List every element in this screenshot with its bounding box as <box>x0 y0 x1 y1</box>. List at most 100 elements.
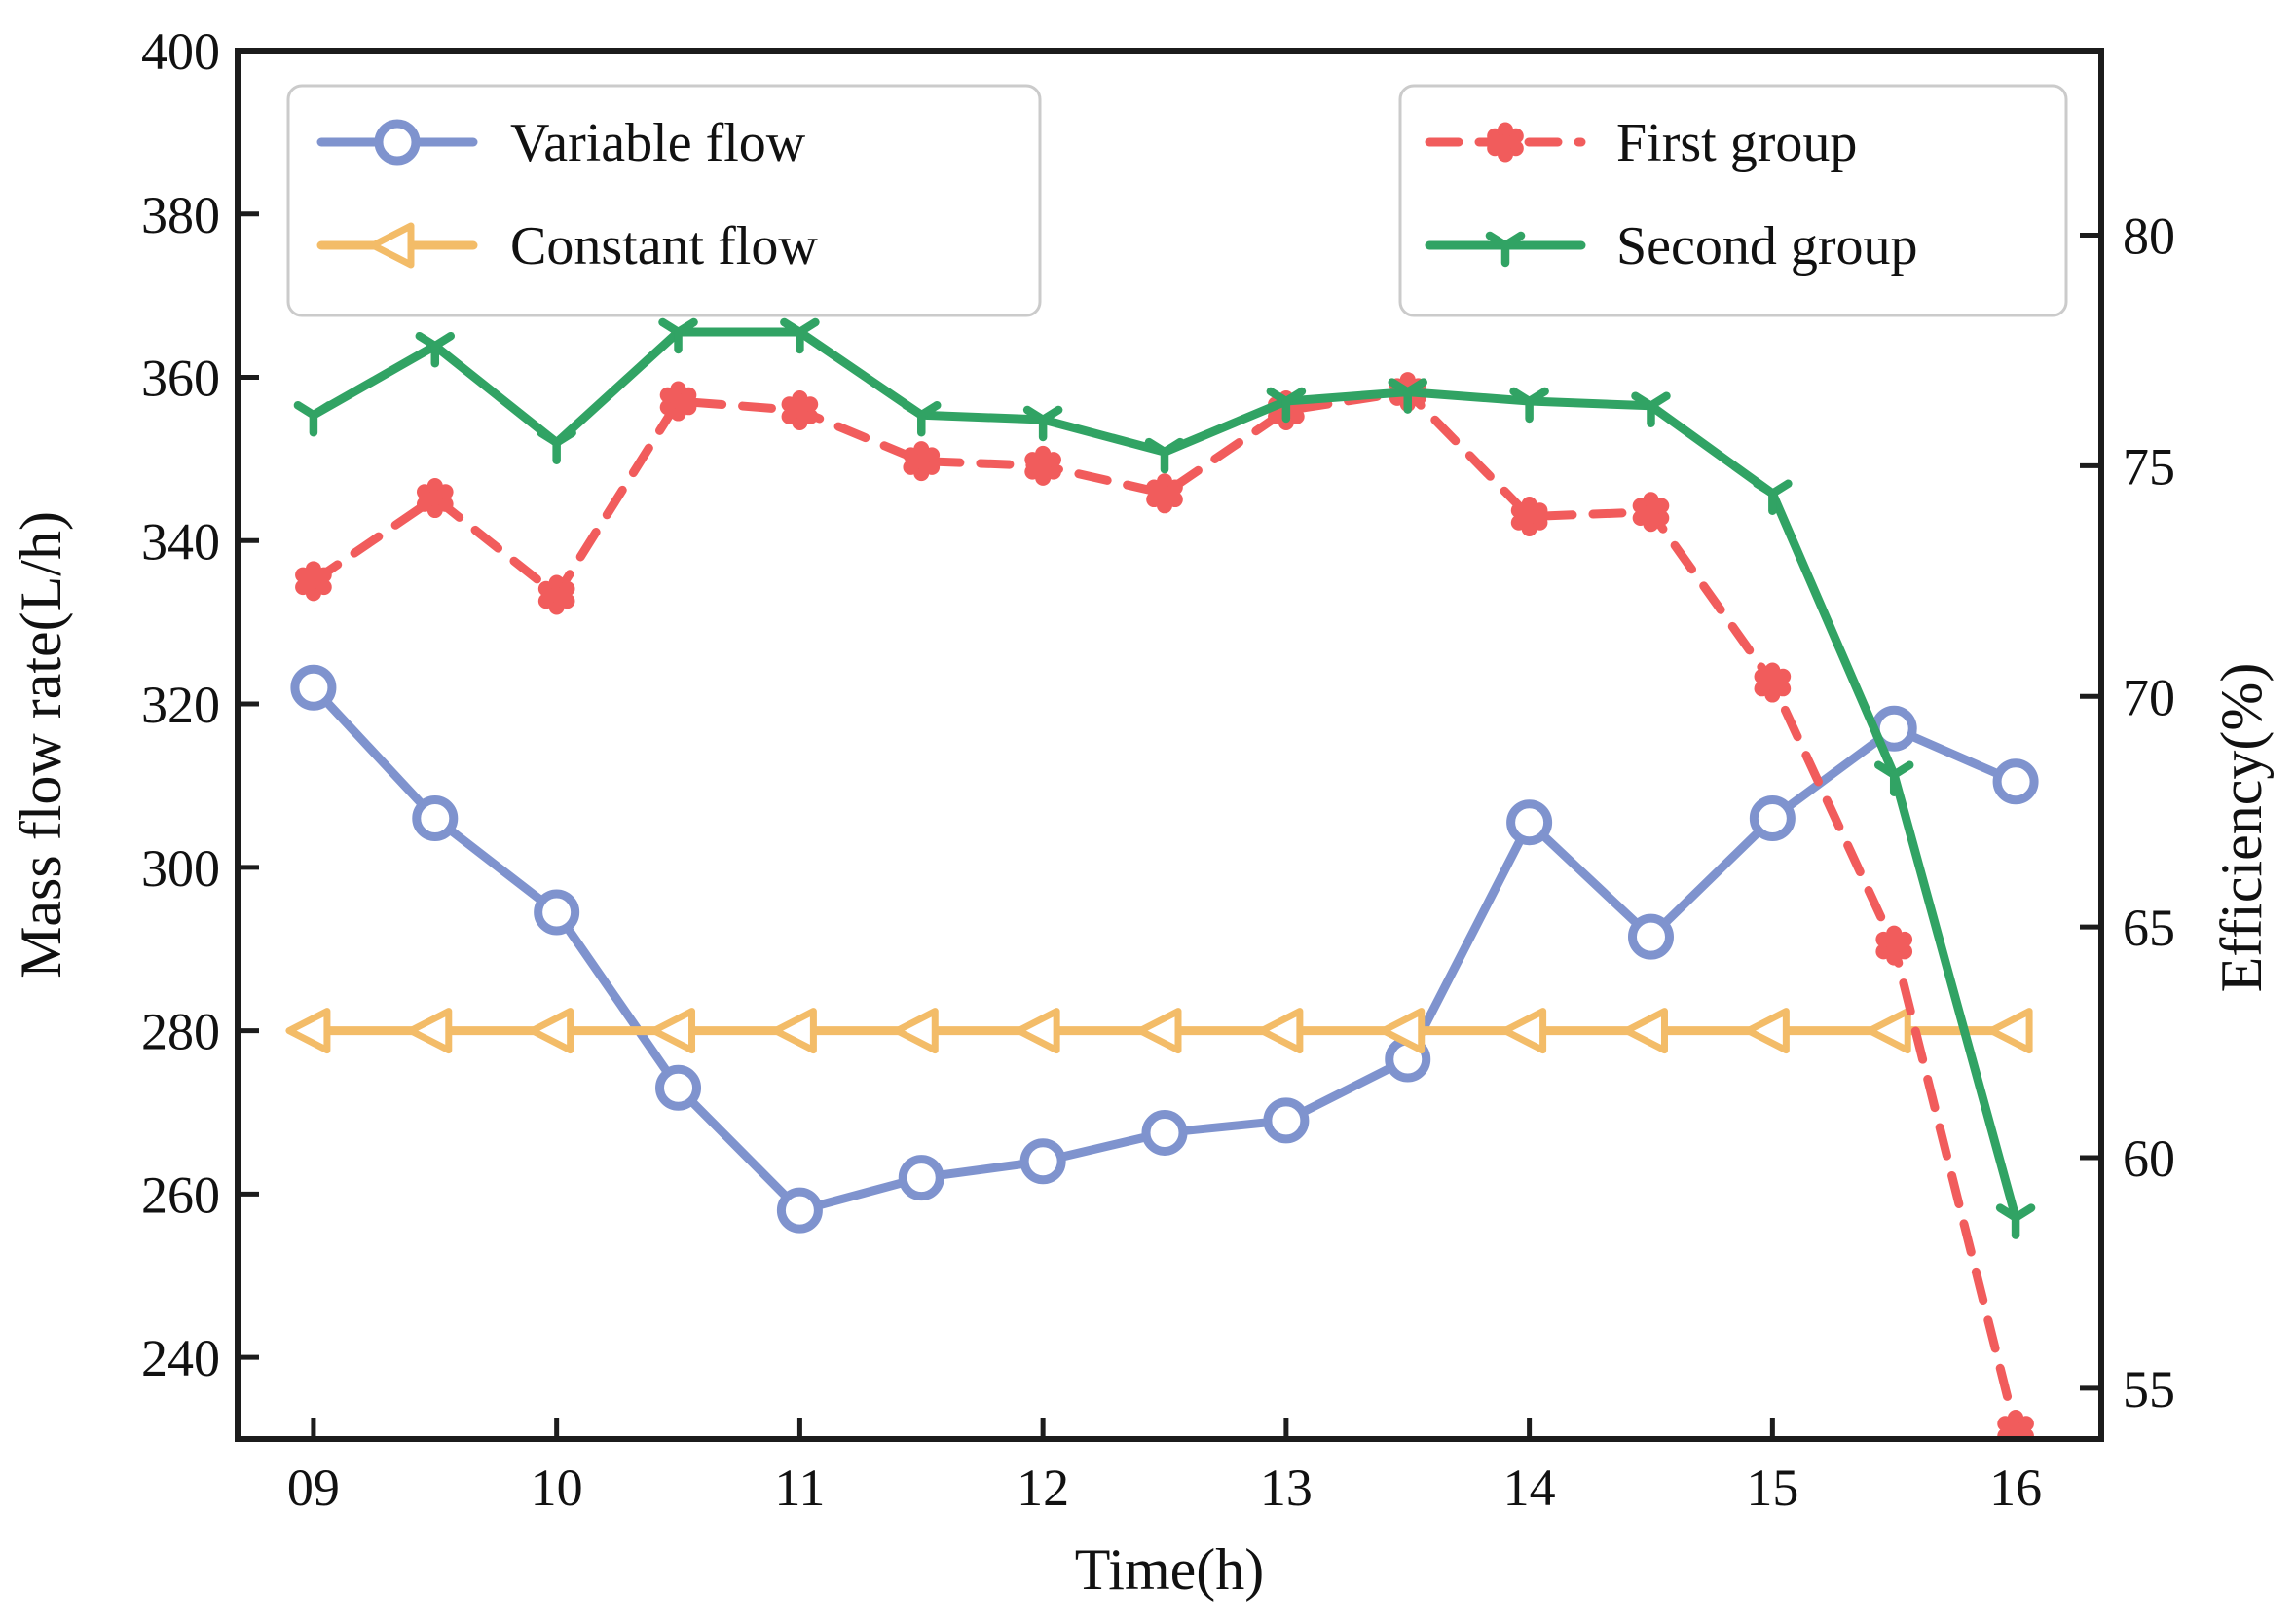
triangle-left-marker <box>1015 1008 1060 1054</box>
data-point-marker <box>1263 1097 1310 1144</box>
triangle-left-marker <box>893 1008 939 1054</box>
triangle-left-marker <box>1987 1008 2033 1054</box>
circle-marker <box>776 1187 823 1234</box>
circle-marker <box>1627 913 1674 960</box>
data-point-marker <box>898 1155 944 1201</box>
circle-marker <box>1019 1138 1066 1185</box>
data-point-marker <box>293 401 334 437</box>
left-tick-label: 400 <box>141 22 220 81</box>
data-point-marker <box>295 561 332 602</box>
left-tick-label: 380 <box>141 186 220 244</box>
data-point-marker <box>1995 1203 2036 1239</box>
data-point-marker <box>1144 437 1185 474</box>
circle-marker <box>1749 794 1796 841</box>
data-point-marker <box>1987 1008 2033 1054</box>
data-point-marker <box>537 574 575 615</box>
flower-center <box>1035 458 1052 474</box>
data-point-marker <box>1136 1008 1182 1054</box>
data-point-marker <box>1622 1008 1668 1054</box>
data-point-marker <box>1380 1008 1426 1054</box>
triangle-left-marker <box>650 1008 696 1054</box>
flower-center <box>1643 503 1659 520</box>
data-point-marker <box>1866 1008 1911 1054</box>
series-variable-flow <box>290 664 2039 1234</box>
flower-center <box>913 453 930 469</box>
right-tick-label: 80 <box>2123 207 2175 266</box>
right-tick-label: 70 <box>2123 668 2175 726</box>
legend-label: Constant flow <box>510 216 818 277</box>
legend-label: Second group <box>1616 216 1918 277</box>
right-tick-label: 55 <box>2123 1360 2175 1419</box>
x-tick-label: 11 <box>774 1458 825 1517</box>
legend-label: Variable flow <box>510 113 806 173</box>
triangle-left-marker <box>1380 1008 1426 1054</box>
data-point-marker <box>1501 1008 1547 1054</box>
data-point-marker <box>1875 925 1913 966</box>
circle-marker <box>1506 799 1553 846</box>
legend-sample-marker <box>374 119 421 166</box>
circle-marker <box>898 1155 944 1201</box>
right-axis-title: Efficiency(%) <box>2209 663 2274 993</box>
triangle-left-marker <box>1258 1008 1304 1054</box>
left-tick-label: 360 <box>141 350 220 408</box>
data-point-marker <box>1632 492 1670 533</box>
data-point-marker <box>1266 387 1307 424</box>
tick-labels: 240 260 280 300 320 340 360 380 400 55 60 65 70 75 80 0… <box>141 22 2175 1517</box>
data-point-marker <box>1754 662 1792 703</box>
data-point-marker <box>659 381 697 422</box>
circle-marker <box>412 794 459 841</box>
legend-upper-right: First group Second group <box>1398 84 2068 317</box>
triangle-left-marker <box>407 1008 453 1054</box>
data-point-marker <box>1744 1008 1790 1054</box>
data-point-marker <box>537 428 576 464</box>
data-point-marker <box>1258 1008 1304 1054</box>
data-point-marker <box>1015 1008 1060 1054</box>
data-point-marker <box>776 1187 823 1234</box>
legend-label: First group <box>1616 113 1857 173</box>
x-tick-label: 09 <box>287 1458 340 1517</box>
flower-center <box>1498 134 1513 150</box>
flower-center <box>1521 508 1537 525</box>
x-tick-label: 15 <box>1746 1458 1798 1517</box>
legend-entry-first-group: First group <box>1425 113 1857 173</box>
circle-marker <box>290 664 337 711</box>
circle-marker <box>1992 758 2039 805</box>
data-point-marker <box>1146 473 1183 514</box>
left-axis-title: Mass flow rate(L/h) <box>9 511 73 978</box>
data-point-marker <box>534 889 580 936</box>
legend-sample-marker <box>1487 122 1524 163</box>
triangle-left-marker <box>529 1008 574 1054</box>
data-point-marker <box>1388 378 1427 414</box>
data-point-marker <box>780 317 820 354</box>
data-point-marker <box>1749 794 1796 841</box>
legend-sample-marker <box>369 222 415 269</box>
series-second-group <box>293 317 2036 1239</box>
data-point-marker <box>1506 799 1553 846</box>
x-tick-label: 12 <box>1017 1458 1069 1517</box>
legend-entry-constant-flow: Constant flow <box>316 216 818 277</box>
flower-center <box>670 393 686 410</box>
circle-marker <box>1263 1097 1310 1144</box>
circle-marker <box>534 889 580 936</box>
legend-box <box>1398 84 2068 317</box>
x-tick-label: 10 <box>531 1458 583 1517</box>
data-point-marker <box>1019 1138 1066 1185</box>
x-axis-title: Time(h) <box>1075 1537 1264 1602</box>
legend-sample-marker <box>1485 231 1526 268</box>
flower-center <box>1157 485 1173 501</box>
data-point-marker <box>903 441 941 482</box>
x-tick-label: 14 <box>1503 1458 1556 1517</box>
circle-marker <box>374 119 421 166</box>
left-tick-label: 260 <box>141 1165 220 1224</box>
triangle-left-marker <box>1744 1008 1790 1054</box>
data-point-marker <box>1141 1109 1188 1156</box>
left-tick-label: 280 <box>141 1003 220 1061</box>
data-point-marker <box>1631 391 1671 428</box>
data-point-marker <box>658 317 698 354</box>
data-point-marker <box>655 1064 702 1111</box>
plot-frame <box>235 48 2104 1442</box>
legend-entry-variable-flow: Variable flow <box>316 113 806 173</box>
x-tick-label: 13 <box>1260 1458 1313 1517</box>
legend-upper-left: Variable flow Constant flow <box>286 84 1042 317</box>
